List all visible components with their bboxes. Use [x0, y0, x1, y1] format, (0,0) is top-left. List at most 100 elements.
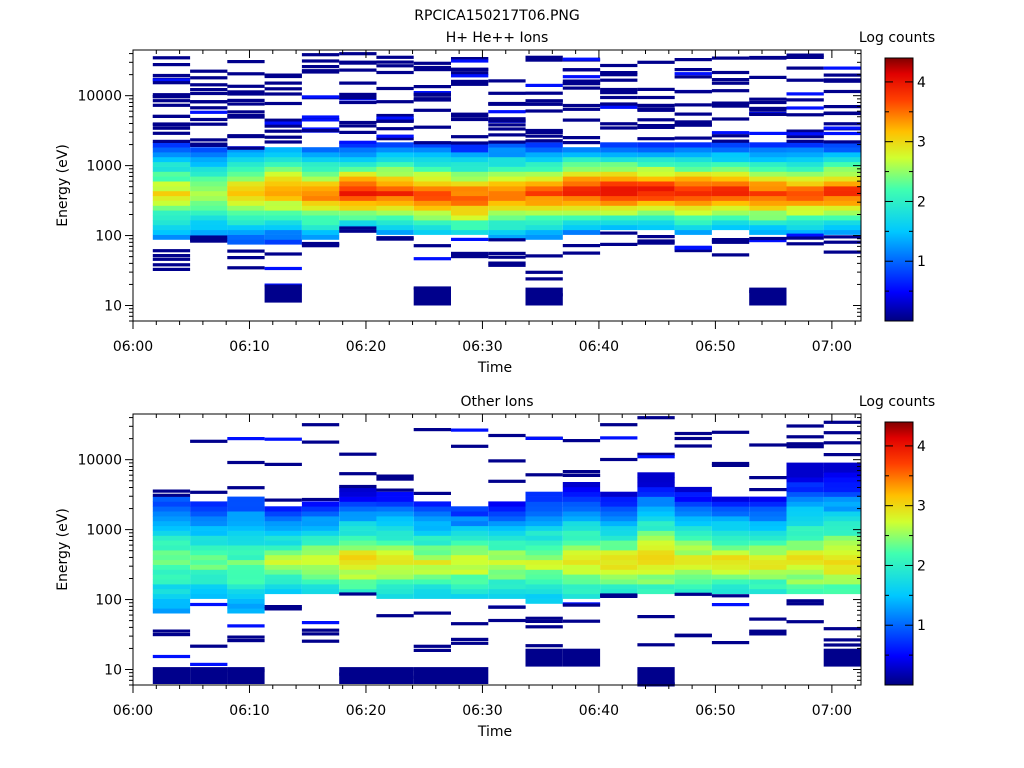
count-stripe — [413, 141, 451, 145]
count-stripe — [227, 115, 265, 119]
spectrogram-cell — [413, 584, 451, 590]
spectrogram-cell — [749, 190, 787, 197]
spectrogram-cell — [711, 564, 750, 570]
count-stripe — [376, 116, 414, 120]
count-stripe — [562, 103, 601, 108]
spectrogram-cell — [190, 550, 228, 556]
count-stripe — [264, 252, 302, 256]
spectrogram-cell — [152, 535, 191, 541]
spectrogram-cell — [413, 171, 451, 177]
spectrogram-cell — [786, 186, 824, 192]
spectrogram-cell — [488, 205, 526, 211]
count-stripe — [637, 643, 675, 647]
count-stripe — [152, 78, 191, 82]
count-stripe — [413, 92, 451, 96]
count-stripe — [749, 476, 787, 480]
spectrogram-cell — [227, 516, 265, 522]
spectrogram-cell — [823, 186, 861, 192]
spectrogram-cell — [152, 200, 191, 206]
count-stripe — [600, 95, 638, 100]
spectrogram-cell — [674, 530, 712, 536]
spectrogram-cell — [264, 525, 302, 531]
count-stripe — [152, 63, 191, 67]
count-stripe — [376, 64, 414, 68]
spectrogram-cell — [562, 181, 601, 187]
spectrogram-cell — [562, 564, 601, 570]
count-stripe — [749, 75, 787, 79]
count-stripe — [600, 594, 638, 598]
count-stripe — [674, 634, 712, 638]
spectrogram-cell — [786, 224, 824, 231]
spectrogram-cell — [562, 190, 601, 197]
spectrogram-cell — [525, 559, 563, 565]
count-stripe — [190, 662, 228, 666]
count-stripe — [637, 235, 675, 239]
spectrogram-cell — [637, 540, 675, 546]
colorbar-tick-label: 4 — [917, 75, 926, 91]
spectrogram-cell — [264, 224, 302, 231]
spectrogram-cell — [227, 152, 265, 158]
spectrogram-cell — [749, 210, 787, 216]
spectrogram-cell — [562, 215, 601, 221]
spectrogram-cell — [674, 190, 712, 197]
spectrogram-cell — [674, 195, 712, 201]
spectrogram-cell — [600, 554, 638, 561]
spectrogram-cell — [264, 520, 302, 527]
count-stripe — [227, 146, 265, 150]
spectrogram-cell — [786, 501, 824, 507]
spectrogram-cell — [525, 530, 563, 536]
count-stripe — [376, 134, 414, 138]
spectrogram-cell — [674, 181, 712, 187]
spectrogram-cell — [637, 152, 675, 158]
spectrogram-cell — [562, 220, 601, 226]
spectrogram-cell — [152, 181, 191, 187]
spectrogram-cell — [301, 147, 340, 153]
spectrogram-cell — [786, 486, 824, 493]
spectrogram-cell — [339, 520, 377, 527]
count-stripe — [525, 83, 563, 87]
spectrogram-cell — [152, 186, 191, 192]
spectrogram-cell — [823, 161, 861, 167]
spectrogram-cell — [301, 200, 340, 206]
count-stripe — [264, 140, 302, 144]
count-stripe — [413, 257, 451, 261]
spectrogram-cell — [264, 234, 302, 240]
count-stripe — [562, 603, 601, 607]
spectrogram-cell — [190, 569, 228, 575]
count-stripe — [749, 239, 787, 243]
spectrogram-cell — [339, 579, 377, 585]
spectrogram-cell — [451, 181, 489, 187]
spectrogram-cell — [711, 506, 750, 512]
count-stripe — [823, 122, 861, 126]
spectrogram-cell — [413, 530, 451, 536]
spectrogram-cell — [227, 205, 265, 211]
count-stripe — [190, 106, 228, 110]
spectrogram-cell — [152, 579, 191, 585]
count-stripe — [562, 470, 601, 474]
spectrogram-cell — [749, 176, 787, 182]
count-stripe — [488, 238, 526, 242]
count-stripe — [637, 241, 675, 245]
spectrogram-cell — [152, 176, 191, 182]
spectrogram-cell — [823, 486, 861, 493]
spectrogram-cell — [600, 186, 638, 192]
spectrogram-cell — [562, 496, 601, 502]
spectrogram-cell — [152, 608, 191, 614]
spectrogram-cell — [301, 152, 340, 158]
spectrogram-cell — [823, 525, 861, 531]
spectrogram-cell — [637, 491, 675, 497]
spectrogram-cell — [674, 550, 712, 556]
y-axis-label: Energy (eV) — [55, 144, 71, 227]
spectrogram-cell — [600, 535, 638, 541]
spectrogram-cell — [227, 579, 265, 585]
spectrogram-cell — [376, 569, 414, 575]
spectrogram-cell — [711, 161, 750, 167]
spectrogram-cell — [525, 156, 563, 163]
spectrogram-cell — [301, 501, 340, 507]
count-stripe — [525, 128, 563, 133]
spectrogram-cell — [823, 564, 861, 570]
x-tick-label: 07:00 — [812, 339, 852, 355]
spectrogram-cell — [413, 516, 451, 522]
spectrogram-cell — [562, 482, 601, 488]
spectrogram-cell — [488, 220, 526, 226]
